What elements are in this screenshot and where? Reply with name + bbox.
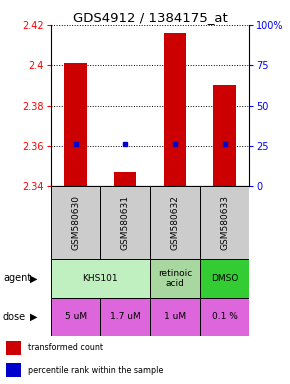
Text: KHS101: KHS101 [83,274,118,283]
Text: agent: agent [3,273,31,283]
Text: dose: dose [3,312,26,322]
Text: GSM580633: GSM580633 [220,195,229,250]
Text: DMSO: DMSO [211,274,238,283]
Text: GSM580632: GSM580632 [171,195,180,250]
FancyBboxPatch shape [51,298,100,336]
FancyBboxPatch shape [200,259,249,298]
Text: retinoic
acid: retinoic acid [158,269,192,288]
FancyBboxPatch shape [200,298,249,336]
Text: percentile rank within the sample: percentile rank within the sample [28,366,164,374]
Text: 1.7 uM: 1.7 uM [110,312,141,321]
Text: 5 uM: 5 uM [64,312,87,321]
FancyBboxPatch shape [150,259,200,298]
Text: ▶: ▶ [30,273,37,283]
Bar [164,33,186,186]
Bar [6,341,21,354]
Text: transformed count: transformed count [28,343,104,353]
FancyBboxPatch shape [51,259,150,298]
FancyBboxPatch shape [51,186,100,259]
Text: ▶: ▶ [30,312,37,322]
FancyBboxPatch shape [150,298,200,336]
Text: GSM580630: GSM580630 [71,195,80,250]
FancyBboxPatch shape [100,298,150,336]
Bar [6,363,21,377]
Text: 1 uM: 1 uM [164,312,186,321]
Title: GDS4912 / 1384175_at: GDS4912 / 1384175_at [73,11,227,24]
Bar [64,63,87,186]
Bar [213,85,236,186]
Text: GSM580631: GSM580631 [121,195,130,250]
FancyBboxPatch shape [200,186,249,259]
Text: 0.1 %: 0.1 % [212,312,238,321]
Bar [114,172,136,186]
FancyBboxPatch shape [150,186,200,259]
FancyBboxPatch shape [100,186,150,259]
